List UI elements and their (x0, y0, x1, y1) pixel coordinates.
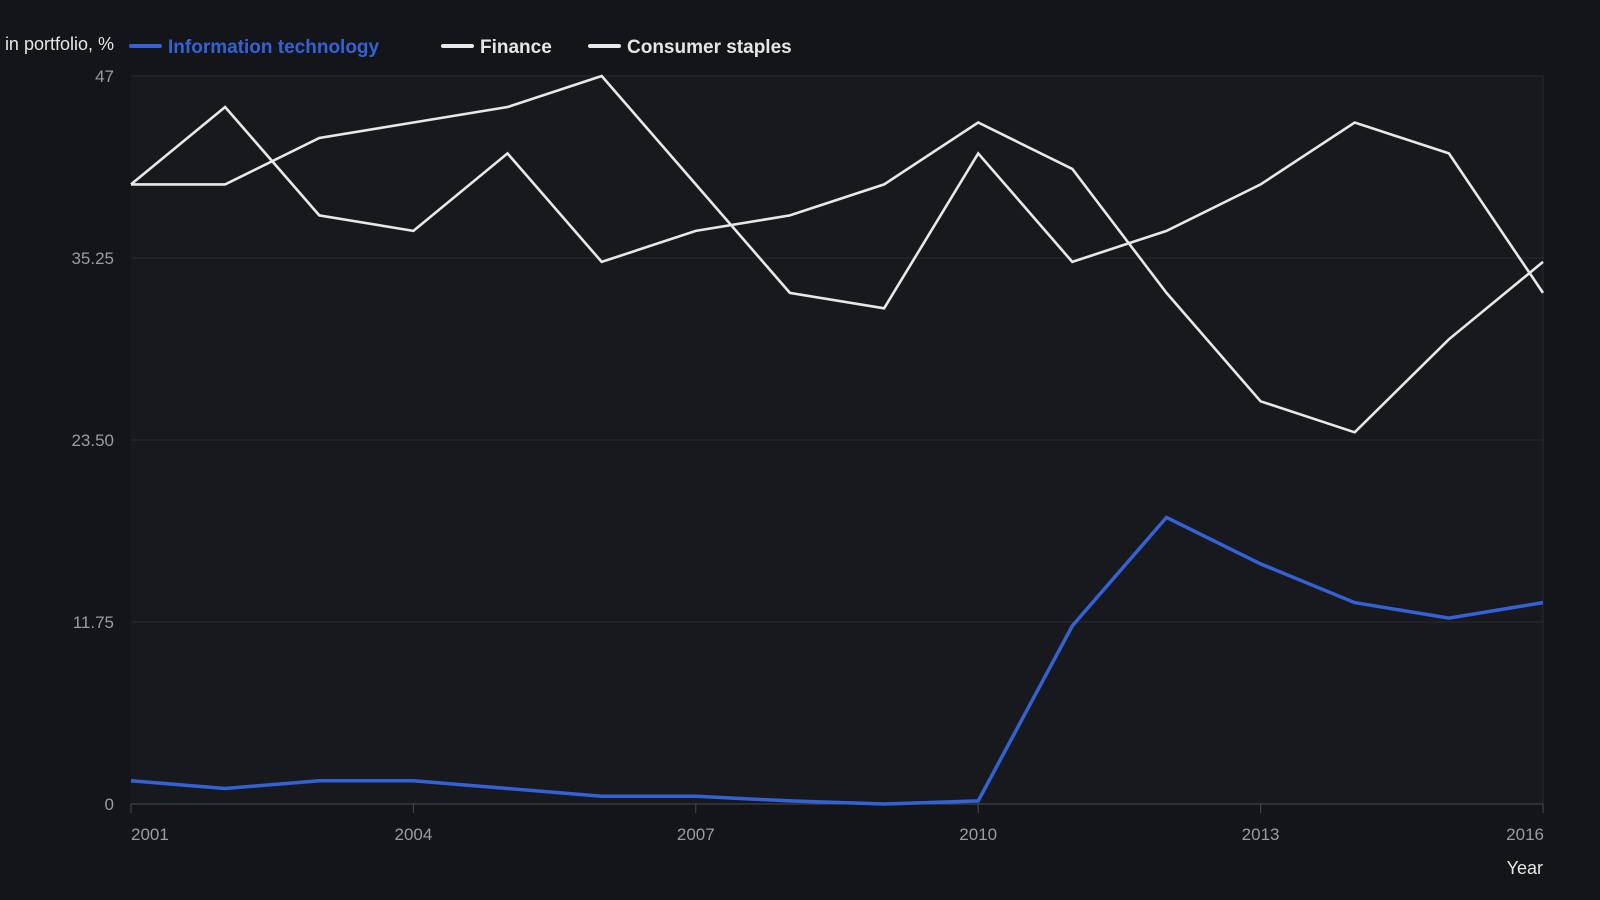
legend-label: Consumer staples (627, 37, 792, 58)
x-tick-label: 2013 (1242, 825, 1280, 844)
series-line-finance (130, 105, 1544, 434)
x-tick-labels: 2001 2004 2007 2010 2013 2016 (130, 804, 1544, 844)
x-tick-label: 2007 (677, 825, 715, 844)
x-tick-label: 2016 (1506, 825, 1544, 844)
y-axis-label: in portfolio, % (5, 34, 114, 54)
y-tick-labels: 0 11.75 23.50 35.25 47 (71, 67, 114, 814)
y-tick-label: 47 (95, 67, 114, 86)
legend-item-consumer-staples[interactable]: Consumer staples (588, 37, 792, 58)
y-tick-label: 23.50 (71, 431, 114, 450)
x-tick-label: 2004 (394, 825, 432, 844)
y-tick-label: 0 (105, 795, 114, 814)
y-tick-label: 11.75 (73, 613, 114, 632)
x-axis-label: Year (1507, 858, 1543, 878)
legend: Information technology Finance Consumer st… (129, 37, 792, 58)
legend-item-information-technology[interactable]: Information technology (129, 37, 380, 58)
x-tick-label: 2001 (131, 825, 169, 844)
legend-label: Finance (480, 37, 552, 58)
series-line-consumer-staples (131, 74, 1545, 310)
series-line-information-technology (130, 515, 1544, 806)
legend-label: Information technology (168, 37, 380, 58)
y-tick-label: 35.25 (71, 249, 114, 268)
x-tick-label: 2010 (959, 825, 997, 844)
legend-item-finance[interactable]: Finance (441, 37, 552, 58)
grid-lines (131, 75, 1544, 804)
series-lines (130, 74, 1545, 806)
